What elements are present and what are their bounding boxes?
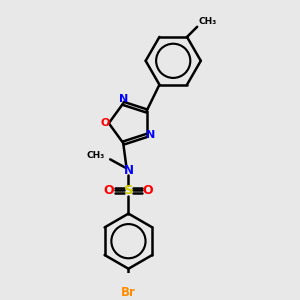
Text: N: N bbox=[146, 130, 155, 140]
Text: N: N bbox=[124, 164, 134, 177]
Text: N: N bbox=[118, 94, 128, 104]
Text: CH₃: CH₃ bbox=[86, 151, 104, 160]
Text: S: S bbox=[124, 184, 133, 197]
Text: Br: Br bbox=[121, 286, 136, 299]
Text: O: O bbox=[143, 184, 154, 197]
Text: CH₃: CH₃ bbox=[199, 17, 217, 26]
Text: O: O bbox=[103, 184, 114, 197]
Text: O: O bbox=[100, 118, 110, 128]
